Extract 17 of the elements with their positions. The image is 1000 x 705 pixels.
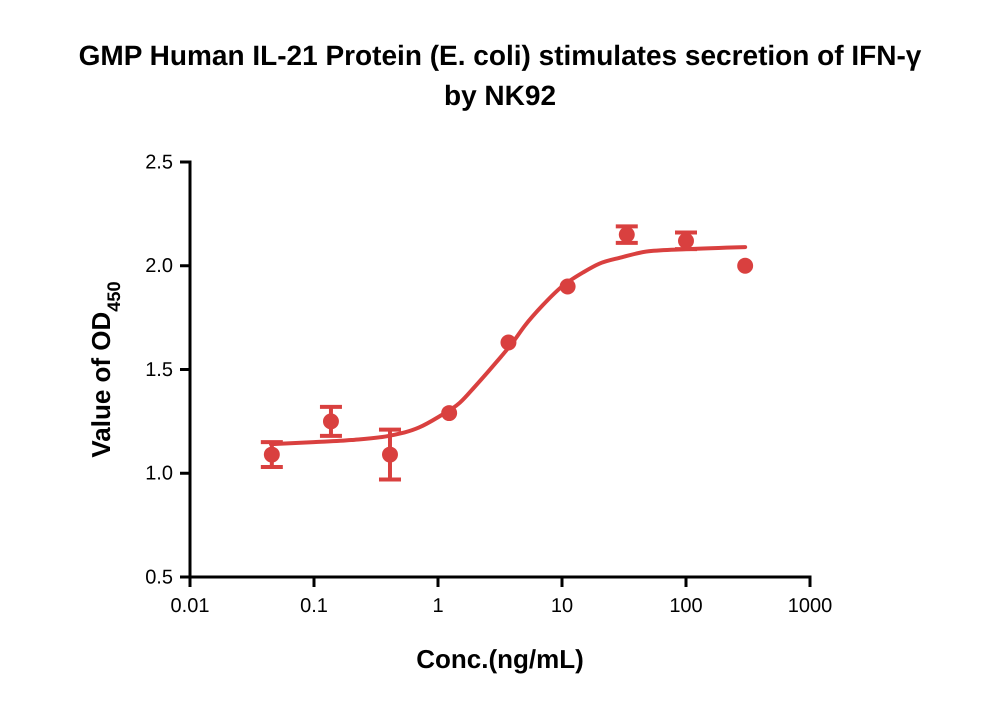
x-tick-label: 1000 (788, 595, 832, 617)
y-tick-label: 2.5 (145, 151, 173, 174)
x-tick-label: 1 (432, 595, 444, 617)
y-tick-label: 1.0 (145, 462, 173, 485)
point (737, 258, 754, 274)
x-tick-label: 0.1 (300, 595, 328, 617)
y-tick-label: 0.5 (145, 566, 173, 588)
x-tick-label: 0.01 (170, 595, 210, 617)
y-tick-label: 1.5 (145, 358, 173, 381)
point (322, 413, 339, 430)
y-tick-label: 2.0 (145, 255, 173, 278)
chart-title: GMP Human IL-21 Protein (E. coli) stimulates secretion of IFN-γ by NK92 (78, 40, 922, 111)
x-tick-label: 100 (669, 595, 703, 617)
point (264, 446, 280, 463)
point (382, 446, 398, 463)
x-axis-title: Conc.(ng/mL) (416, 644, 584, 674)
x-tick-label: 10 (550, 595, 574, 617)
